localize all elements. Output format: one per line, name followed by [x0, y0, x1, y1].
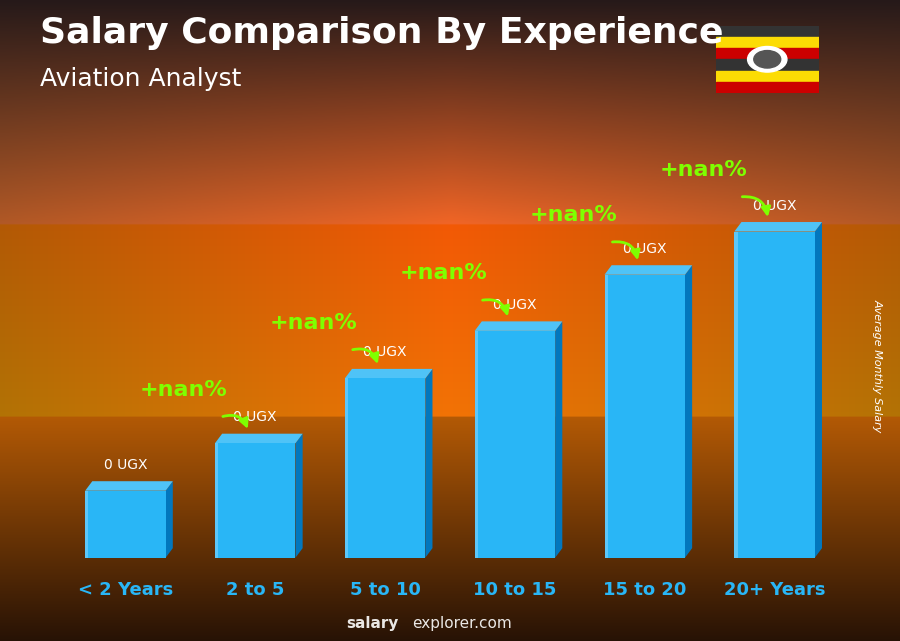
- Text: 20+ Years: 20+ Years: [724, 581, 825, 599]
- Polygon shape: [345, 378, 426, 558]
- Circle shape: [748, 47, 787, 72]
- Bar: [716, 26, 819, 37]
- Polygon shape: [215, 443, 295, 558]
- Text: 0 UGX: 0 UGX: [233, 410, 277, 424]
- Text: explorer.com: explorer.com: [412, 617, 512, 631]
- Text: 2 to 5: 2 to 5: [226, 581, 284, 599]
- Bar: [716, 60, 819, 71]
- Text: 0 UGX: 0 UGX: [104, 458, 148, 472]
- Text: 0 UGX: 0 UGX: [752, 199, 796, 213]
- Polygon shape: [605, 275, 608, 558]
- Bar: [716, 37, 819, 48]
- Text: +nan%: +nan%: [660, 160, 747, 179]
- Polygon shape: [86, 481, 173, 491]
- Polygon shape: [474, 331, 478, 558]
- Polygon shape: [215, 443, 218, 558]
- Bar: [716, 71, 819, 82]
- Polygon shape: [474, 331, 555, 558]
- Bar: [716, 48, 819, 60]
- Polygon shape: [734, 231, 738, 558]
- Text: < 2 Years: < 2 Years: [77, 581, 173, 599]
- Polygon shape: [345, 378, 348, 558]
- Polygon shape: [86, 491, 88, 558]
- Polygon shape: [685, 265, 692, 558]
- Text: 5 to 10: 5 to 10: [349, 581, 420, 599]
- Text: salary: salary: [346, 617, 399, 631]
- Polygon shape: [555, 321, 562, 558]
- Circle shape: [754, 51, 780, 68]
- Polygon shape: [734, 222, 822, 231]
- Text: 0 UGX: 0 UGX: [364, 345, 407, 360]
- Text: 0 UGX: 0 UGX: [623, 242, 667, 256]
- Polygon shape: [345, 369, 433, 378]
- Text: 15 to 20: 15 to 20: [603, 581, 687, 599]
- Polygon shape: [734, 231, 814, 558]
- Polygon shape: [426, 369, 433, 558]
- Text: Average Monthly Salary: Average Monthly Salary: [872, 299, 883, 432]
- Polygon shape: [86, 491, 166, 558]
- Text: +nan%: +nan%: [400, 263, 488, 283]
- Polygon shape: [215, 434, 302, 443]
- Text: Salary Comparison By Experience: Salary Comparison By Experience: [40, 16, 724, 50]
- Polygon shape: [474, 321, 562, 331]
- Polygon shape: [166, 481, 173, 558]
- Text: 0 UGX: 0 UGX: [493, 298, 536, 312]
- Text: +nan%: +nan%: [140, 380, 228, 400]
- Text: +nan%: +nan%: [529, 205, 617, 225]
- Polygon shape: [295, 434, 302, 558]
- Bar: [716, 82, 819, 93]
- Text: Aviation Analyst: Aviation Analyst: [40, 67, 242, 91]
- Polygon shape: [605, 275, 685, 558]
- Text: 10 to 15: 10 to 15: [473, 581, 556, 599]
- Polygon shape: [605, 265, 692, 275]
- Text: +nan%: +nan%: [270, 313, 357, 333]
- Polygon shape: [814, 222, 822, 558]
